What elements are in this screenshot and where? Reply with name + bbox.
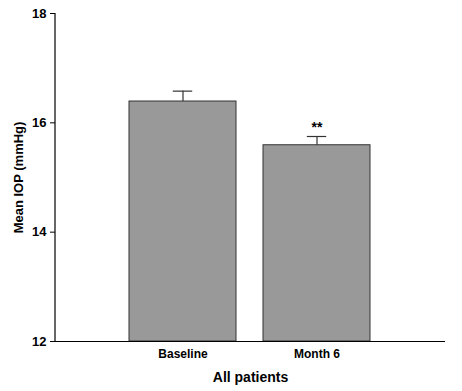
svg-text:12: 12 [32,334,46,349]
svg-text:**: ** [312,119,323,135]
svg-text:Baseline: Baseline [158,347,208,361]
svg-text:14: 14 [32,224,47,239]
svg-text:16: 16 [32,115,46,130]
svg-text:18: 18 [32,6,46,21]
svg-text:Mean IOP (mmHg): Mean IOP (mmHg) [11,122,26,234]
svg-text:Month 6: Month 6 [294,347,340,361]
svg-text:All patients: All patients [213,369,289,385]
